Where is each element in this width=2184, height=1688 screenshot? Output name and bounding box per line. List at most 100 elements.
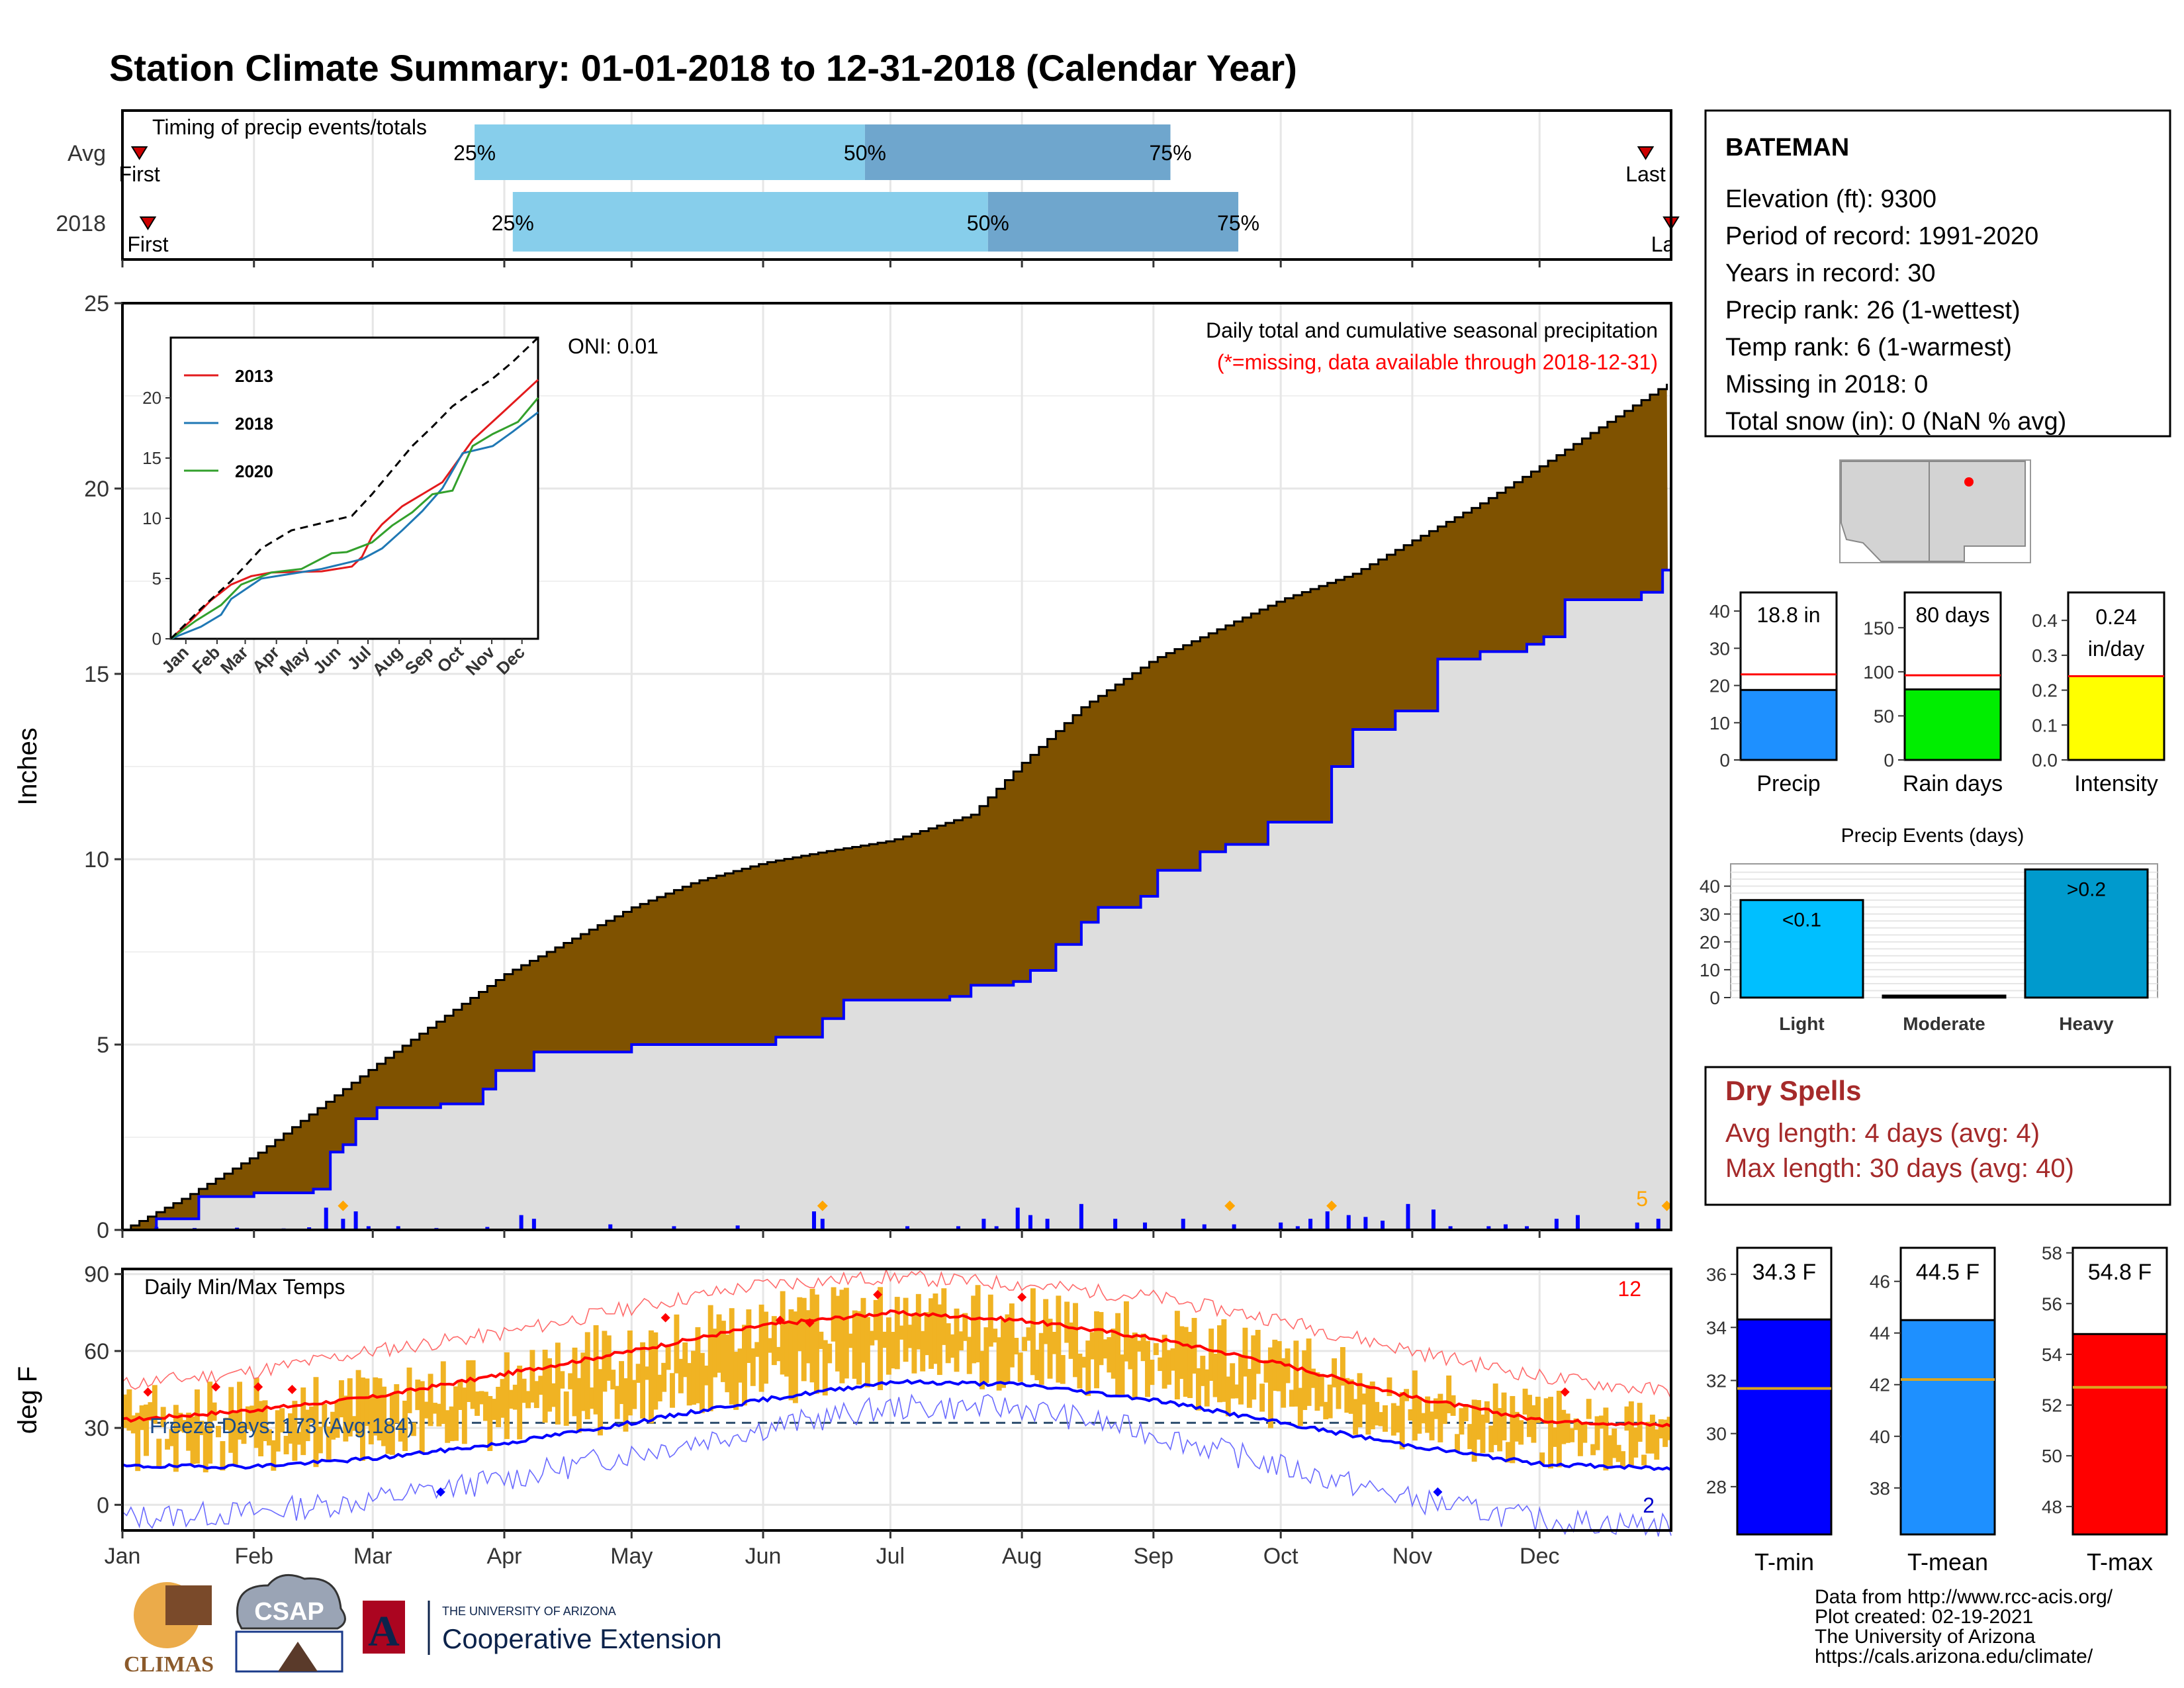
daily-temp-range-bar	[517, 1366, 523, 1440]
daily-temp-range-bar	[402, 1401, 408, 1452]
daily-temp-range-bar	[924, 1312, 930, 1356]
first-event-marker	[130, 146, 148, 160]
temp-summary-ytick-label: 34	[1706, 1317, 1727, 1338]
daily-temp-range-bar	[1276, 1340, 1282, 1391]
daily-temp-range-bar	[1654, 1429, 1660, 1460]
footer-line-4: https://cals.arizona.edu/climate/	[1815, 1646, 2093, 1667]
daily-precip-bar	[353, 1211, 358, 1230]
daily-temp-range-bar	[1174, 1311, 1180, 1399]
month-label: Feb	[234, 1544, 273, 1569]
heavy-event-marker	[338, 1200, 349, 1211]
daily-temp-range-bar	[1590, 1444, 1596, 1456]
daily-temp-range-bar	[1531, 1405, 1537, 1443]
daily-temp-range-bar	[347, 1378, 353, 1437]
daily-temp-range-bar	[788, 1309, 794, 1401]
daily-temp-range-bar	[1429, 1411, 1435, 1440]
daily-temp-range-bar	[742, 1325, 747, 1406]
daily-temp-range-bar	[1522, 1388, 1528, 1415]
precip-ylabel: Inches	[13, 727, 42, 806]
record-max-marker	[660, 1313, 670, 1323]
station-info-line: Years in record: 30	[1725, 259, 1936, 287]
month-label: Jun	[745, 1544, 782, 1569]
daily-precip-bar	[1406, 1203, 1410, 1230]
daily-temp-range-bar	[771, 1316, 777, 1366]
daily-temp-range-bar	[449, 1406, 455, 1442]
daily-temp-range-bar	[1425, 1396, 1431, 1433]
daily-temp-range-bar	[538, 1376, 544, 1395]
temp-summary-ytick-label: 44	[1870, 1323, 1890, 1344]
daily-precip-bar	[1028, 1215, 1032, 1230]
temp-summary-bar	[2071, 1333, 2168, 1536]
daily-temp-range-bar	[555, 1342, 561, 1425]
daily-temp-range-bar	[1234, 1384, 1240, 1399]
daily-temp-range-bar	[424, 1401, 430, 1419]
daily-temp-range-bar	[1620, 1451, 1625, 1467]
daily-temp-range-bar	[704, 1365, 709, 1385]
daily-temp-range-bar	[1047, 1319, 1053, 1379]
daily-temp-range-bar	[720, 1321, 726, 1382]
daily-temp-range-bar	[1022, 1336, 1028, 1351]
daily-temp-range-bar	[1017, 1352, 1023, 1382]
summary-bar-category: Precip	[1756, 771, 1820, 796]
daily-temp-range-bar	[207, 1382, 213, 1464]
daily-precip-bar	[811, 1211, 816, 1230]
daily-temp-range-bar	[300, 1387, 306, 1456]
daily-temp-range-bar	[1497, 1408, 1503, 1452]
daily-temp-range-bar	[1357, 1373, 1363, 1428]
temp-series-record-min	[122, 1393, 1672, 1537]
daily-temp-range-bar	[831, 1287, 837, 1342]
daily-temp-range-bar	[1539, 1452, 1545, 1465]
daily-temp-range-bar	[758, 1304, 764, 1392]
daily-temp-range-bar	[1420, 1413, 1426, 1424]
oni-value: ONI: 0.01	[568, 334, 659, 358]
inset-legend-label: 2013	[235, 366, 273, 386]
daily-temp-range-bar	[1318, 1376, 1324, 1407]
temp-ytick-label: 90	[84, 1262, 109, 1288]
daily-temp-range-bar	[602, 1331, 608, 1392]
daily-temp-range-bar	[1230, 1363, 1236, 1399]
daily-temp-range-bar	[457, 1381, 463, 1411]
daily-temp-range-bar	[419, 1381, 425, 1454]
daily-temp-range-bar	[1056, 1295, 1062, 1383]
daily-temp-range-bar	[1281, 1358, 1287, 1408]
daily-temp-range-bar	[203, 1428, 208, 1473]
footer-line-2: Plot created: 02-19-2021	[1815, 1606, 2033, 1628]
daily-temp-range-bar	[482, 1391, 488, 1421]
last-event-label: Last	[1651, 232, 1692, 256]
daily-temp-range-bar	[933, 1293, 938, 1364]
daily-precip-bar	[1635, 1222, 1639, 1230]
events-category: Moderate	[1903, 1013, 1985, 1034]
daily-temp-range-bar	[317, 1427, 323, 1454]
daily-precip-bar	[1431, 1209, 1435, 1230]
daily-temp-range-bar	[475, 1391, 480, 1416]
daily-temp-range-bar	[440, 1361, 446, 1424]
daily-temp-range-bar	[1183, 1327, 1189, 1397]
daily-temp-range-bar	[1026, 1327, 1032, 1341]
daily-temp-range-bar	[1332, 1358, 1338, 1387]
daily-temp-range-bar	[1510, 1395, 1516, 1464]
daily-temp-range-bar	[1251, 1335, 1257, 1400]
daily-temp-range-bar	[635, 1364, 641, 1383]
daily-temp-range-bar	[890, 1331, 896, 1369]
record-min-count: 2	[1643, 1493, 1655, 1517]
daily-temp-range-bar	[1161, 1335, 1167, 1389]
daily-precip-bar	[154, 1227, 159, 1230]
daily-temp-range-bar	[1527, 1395, 1532, 1437]
daily-temp-range-bar	[232, 1412, 238, 1466]
daily-temp-range-bar	[1255, 1329, 1261, 1374]
daily-temp-range-bar	[648, 1330, 654, 1424]
daily-temp-range-bar	[529, 1350, 535, 1403]
daily-temp-range-bar	[487, 1395, 493, 1451]
temp-summary-ytick-label: 36	[1706, 1264, 1727, 1285]
daily-temp-range-bar	[262, 1400, 268, 1442]
events-bar	[1739, 899, 1864, 999]
daily-temp-range-bar	[827, 1343, 833, 1364]
daily-temp-range-bar	[1064, 1301, 1070, 1343]
first-event-marker	[139, 216, 157, 230]
daily-temp-range-bar	[304, 1409, 310, 1442]
record-max-count: 12	[1617, 1277, 1641, 1301]
daily-precip-bar	[1113, 1219, 1118, 1230]
climas-logo-text: CLIMAS	[124, 1652, 214, 1677]
event-count: 5	[1636, 1187, 1648, 1211]
daily-temp-range-bar	[1624, 1406, 1630, 1431]
